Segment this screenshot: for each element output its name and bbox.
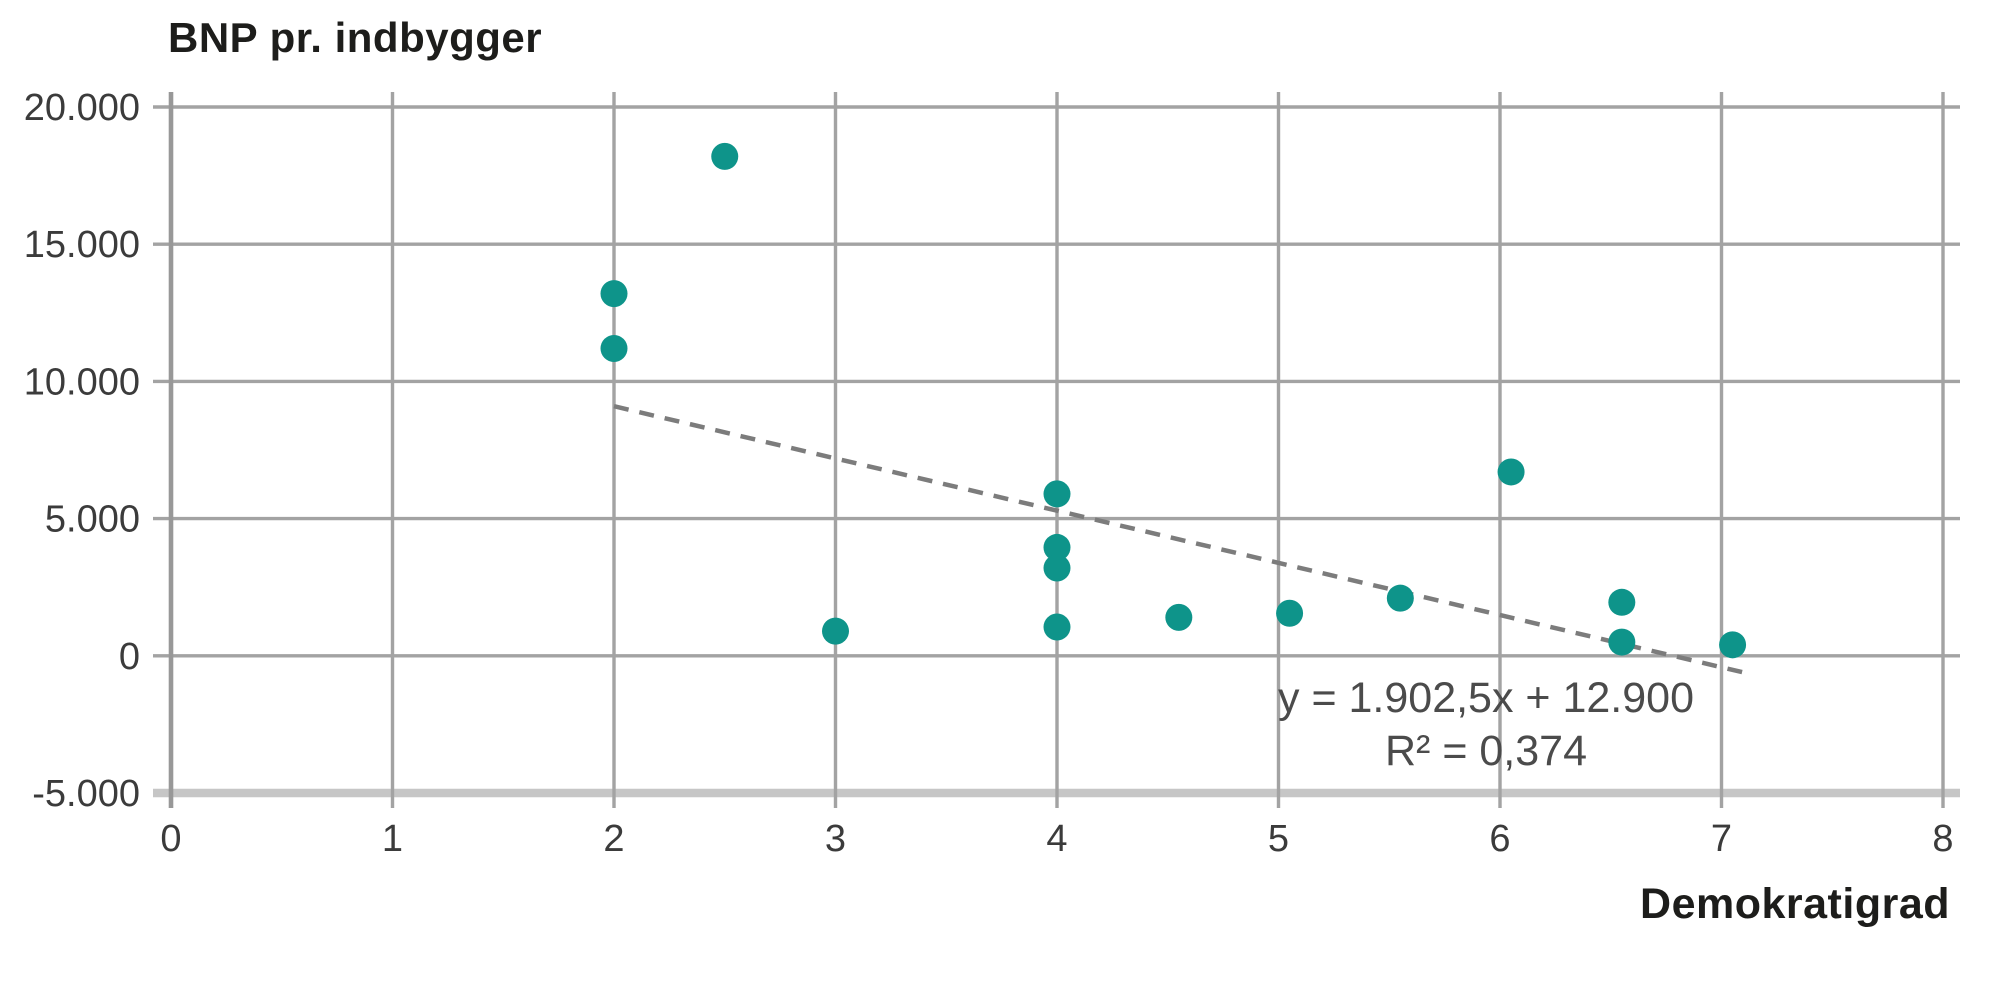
y-tick-label: 5.000 (45, 499, 140, 541)
x-tick-label: 8 (1932, 818, 1953, 860)
x-tick-label: 3 (825, 818, 846, 860)
scatter-point (1043, 613, 1071, 641)
x-axis-label: Demokratigrad (1640, 880, 1950, 928)
scatter-point (1608, 588, 1636, 616)
scatter-point (1497, 458, 1525, 486)
scatter-point (711, 142, 739, 170)
scatter-point (822, 617, 849, 645)
scatter-point (1608, 628, 1636, 656)
y-tick-label: -5.000 (32, 773, 140, 815)
scatter-point (600, 334, 628, 362)
x-tick-label: 5 (1268, 818, 1289, 860)
trendline-r-squared: R² = 0,374 (1385, 727, 1587, 775)
x-tick-label: 2 (603, 818, 624, 860)
scatter-point (1719, 631, 1747, 659)
scatter-point (1165, 603, 1193, 631)
x-tick-label: 1 (382, 818, 403, 860)
trendline-equation: y = 1.902,5x + 12.900 (1278, 674, 1694, 722)
y-tick-label: 15.000 (24, 224, 140, 266)
x-tick-label: 0 (160, 818, 181, 860)
scatter-point (1386, 584, 1414, 612)
x-tick-label: 6 (1489, 818, 1510, 860)
x-tick-label: 7 (1711, 818, 1732, 860)
trendline-dashed (613, 404, 1745, 675)
chart-title: BNP pr. indbygger (168, 14, 543, 61)
scatter-point (1043, 533, 1071, 561)
scatter-point (600, 280, 628, 308)
scatter-point (1043, 480, 1071, 508)
scatter-point (1276, 599, 1304, 627)
y-tick-label: 10.000 (24, 361, 140, 403)
x-tick-label: 4 (1046, 818, 1067, 860)
scatter-point (1043, 554, 1071, 582)
y-tick-label: 20.000 (24, 87, 140, 129)
trendline-annotation: y = 1.902,5x + 12.900 R² = 0,374 (1278, 672, 1694, 778)
y-tick-label: 0 (119, 636, 140, 678)
